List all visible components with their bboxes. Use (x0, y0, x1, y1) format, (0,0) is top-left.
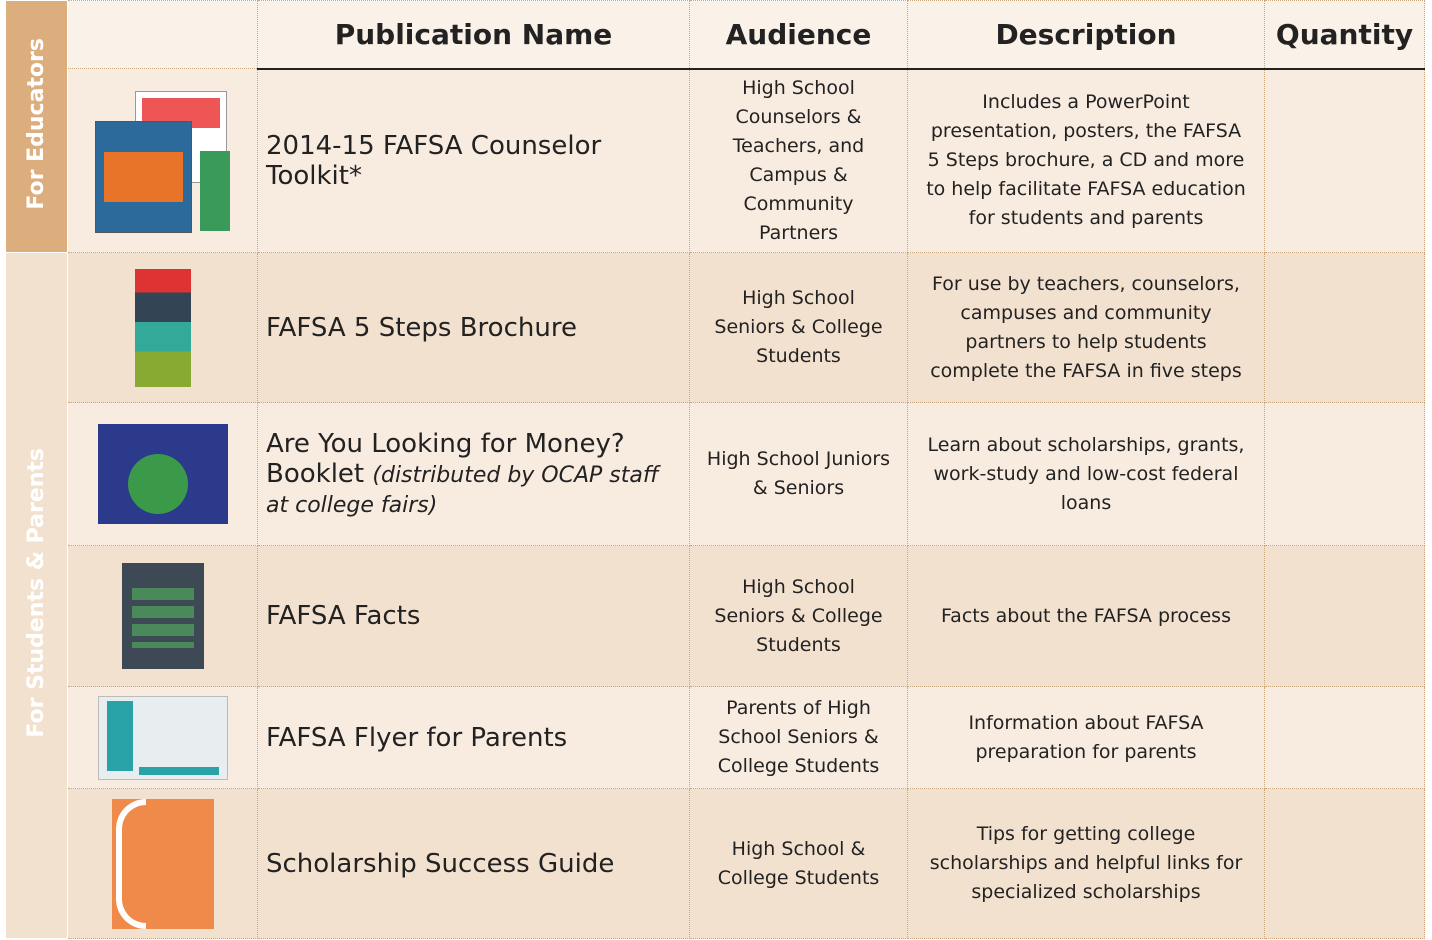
publications-table: For Educators Publication Name Audience … (5, 0, 1425, 939)
thumbnail (67, 545, 258, 687)
column-header: Publication Name (257, 0, 690, 70)
section-label: For Students & Parents (5, 252, 68, 939)
audience: Parents of High School Seniors & College… (689, 686, 908, 789)
column-header: Quantity (1264, 0, 1425, 70)
audience: High School Counselors & Teachers, and C… (689, 68, 908, 253)
row: FAFSA Facts High School Seniors & Colleg… (6, 545, 1425, 687)
row: Are You Looking for Money? Booklet (dist… (6, 402, 1425, 546)
column-header: Audience (689, 0, 908, 70)
text: For Students & Parents (24, 447, 49, 738)
quantity (1264, 252, 1425, 403)
audience: High School & College Students (689, 788, 908, 939)
row: FAFSA Flyer for Parents Parents of High … (6, 686, 1425, 789)
description: Information about FAFSA preparation for … (907, 686, 1265, 789)
quantity (1264, 788, 1425, 939)
description: Facts about the FAFSA process (907, 545, 1265, 687)
publication-name: Are You Looking for Money? Booklet (dist… (257, 402, 690, 546)
publication-name: Scholarship Success Guide (257, 788, 690, 939)
publication-name: FAFSA Flyer for Parents (257, 686, 690, 789)
description: Learn about scholarships, grants, work-s… (907, 402, 1265, 546)
text: (distributed by OCAP staff at college fa… (266, 463, 659, 518)
thumbnail (67, 686, 258, 789)
audience: High School Seniors & College Students (689, 545, 908, 687)
row: Scholarship Success Guide High School & … (6, 788, 1425, 939)
quantity (1264, 402, 1425, 546)
section-label: For Educators (5, 0, 68, 253)
column-header: Description (907, 0, 1265, 70)
publication-name: FAFSA 5 Steps Brochure (257, 252, 690, 403)
text: Are You Looking for Money? Booklet (266, 429, 625, 489)
row: For Students & Parents FAFSA 5 Steps Bro… (5, 252, 1425, 939)
thumbnail (67, 788, 258, 939)
thumbnail (67, 68, 258, 253)
publication-name: FAFSA Facts (257, 545, 690, 687)
description: For use by teachers, counselors, campuse… (907, 252, 1265, 403)
description: Includes a PowerPoint presentation, post… (907, 68, 1265, 253)
description: Tips for getting college scholarships an… (907, 788, 1265, 939)
audience: High School Seniors & College Students (689, 252, 908, 403)
publication-name: 2014-15 FAFSA Counselor Toolkit* (257, 68, 690, 253)
quantity (1264, 686, 1425, 789)
quantity (1264, 68, 1425, 253)
row: 2014-15 FAFSA Counselor Toolkit* High Sc… (6, 68, 1425, 253)
header-blank (67, 0, 258, 69)
thumbnail (67, 252, 258, 403)
audience: High School Juniors & Seniors (689, 402, 908, 546)
thumbnail (67, 402, 258, 546)
text: For Educators (24, 37, 49, 210)
quantity (1264, 545, 1425, 687)
